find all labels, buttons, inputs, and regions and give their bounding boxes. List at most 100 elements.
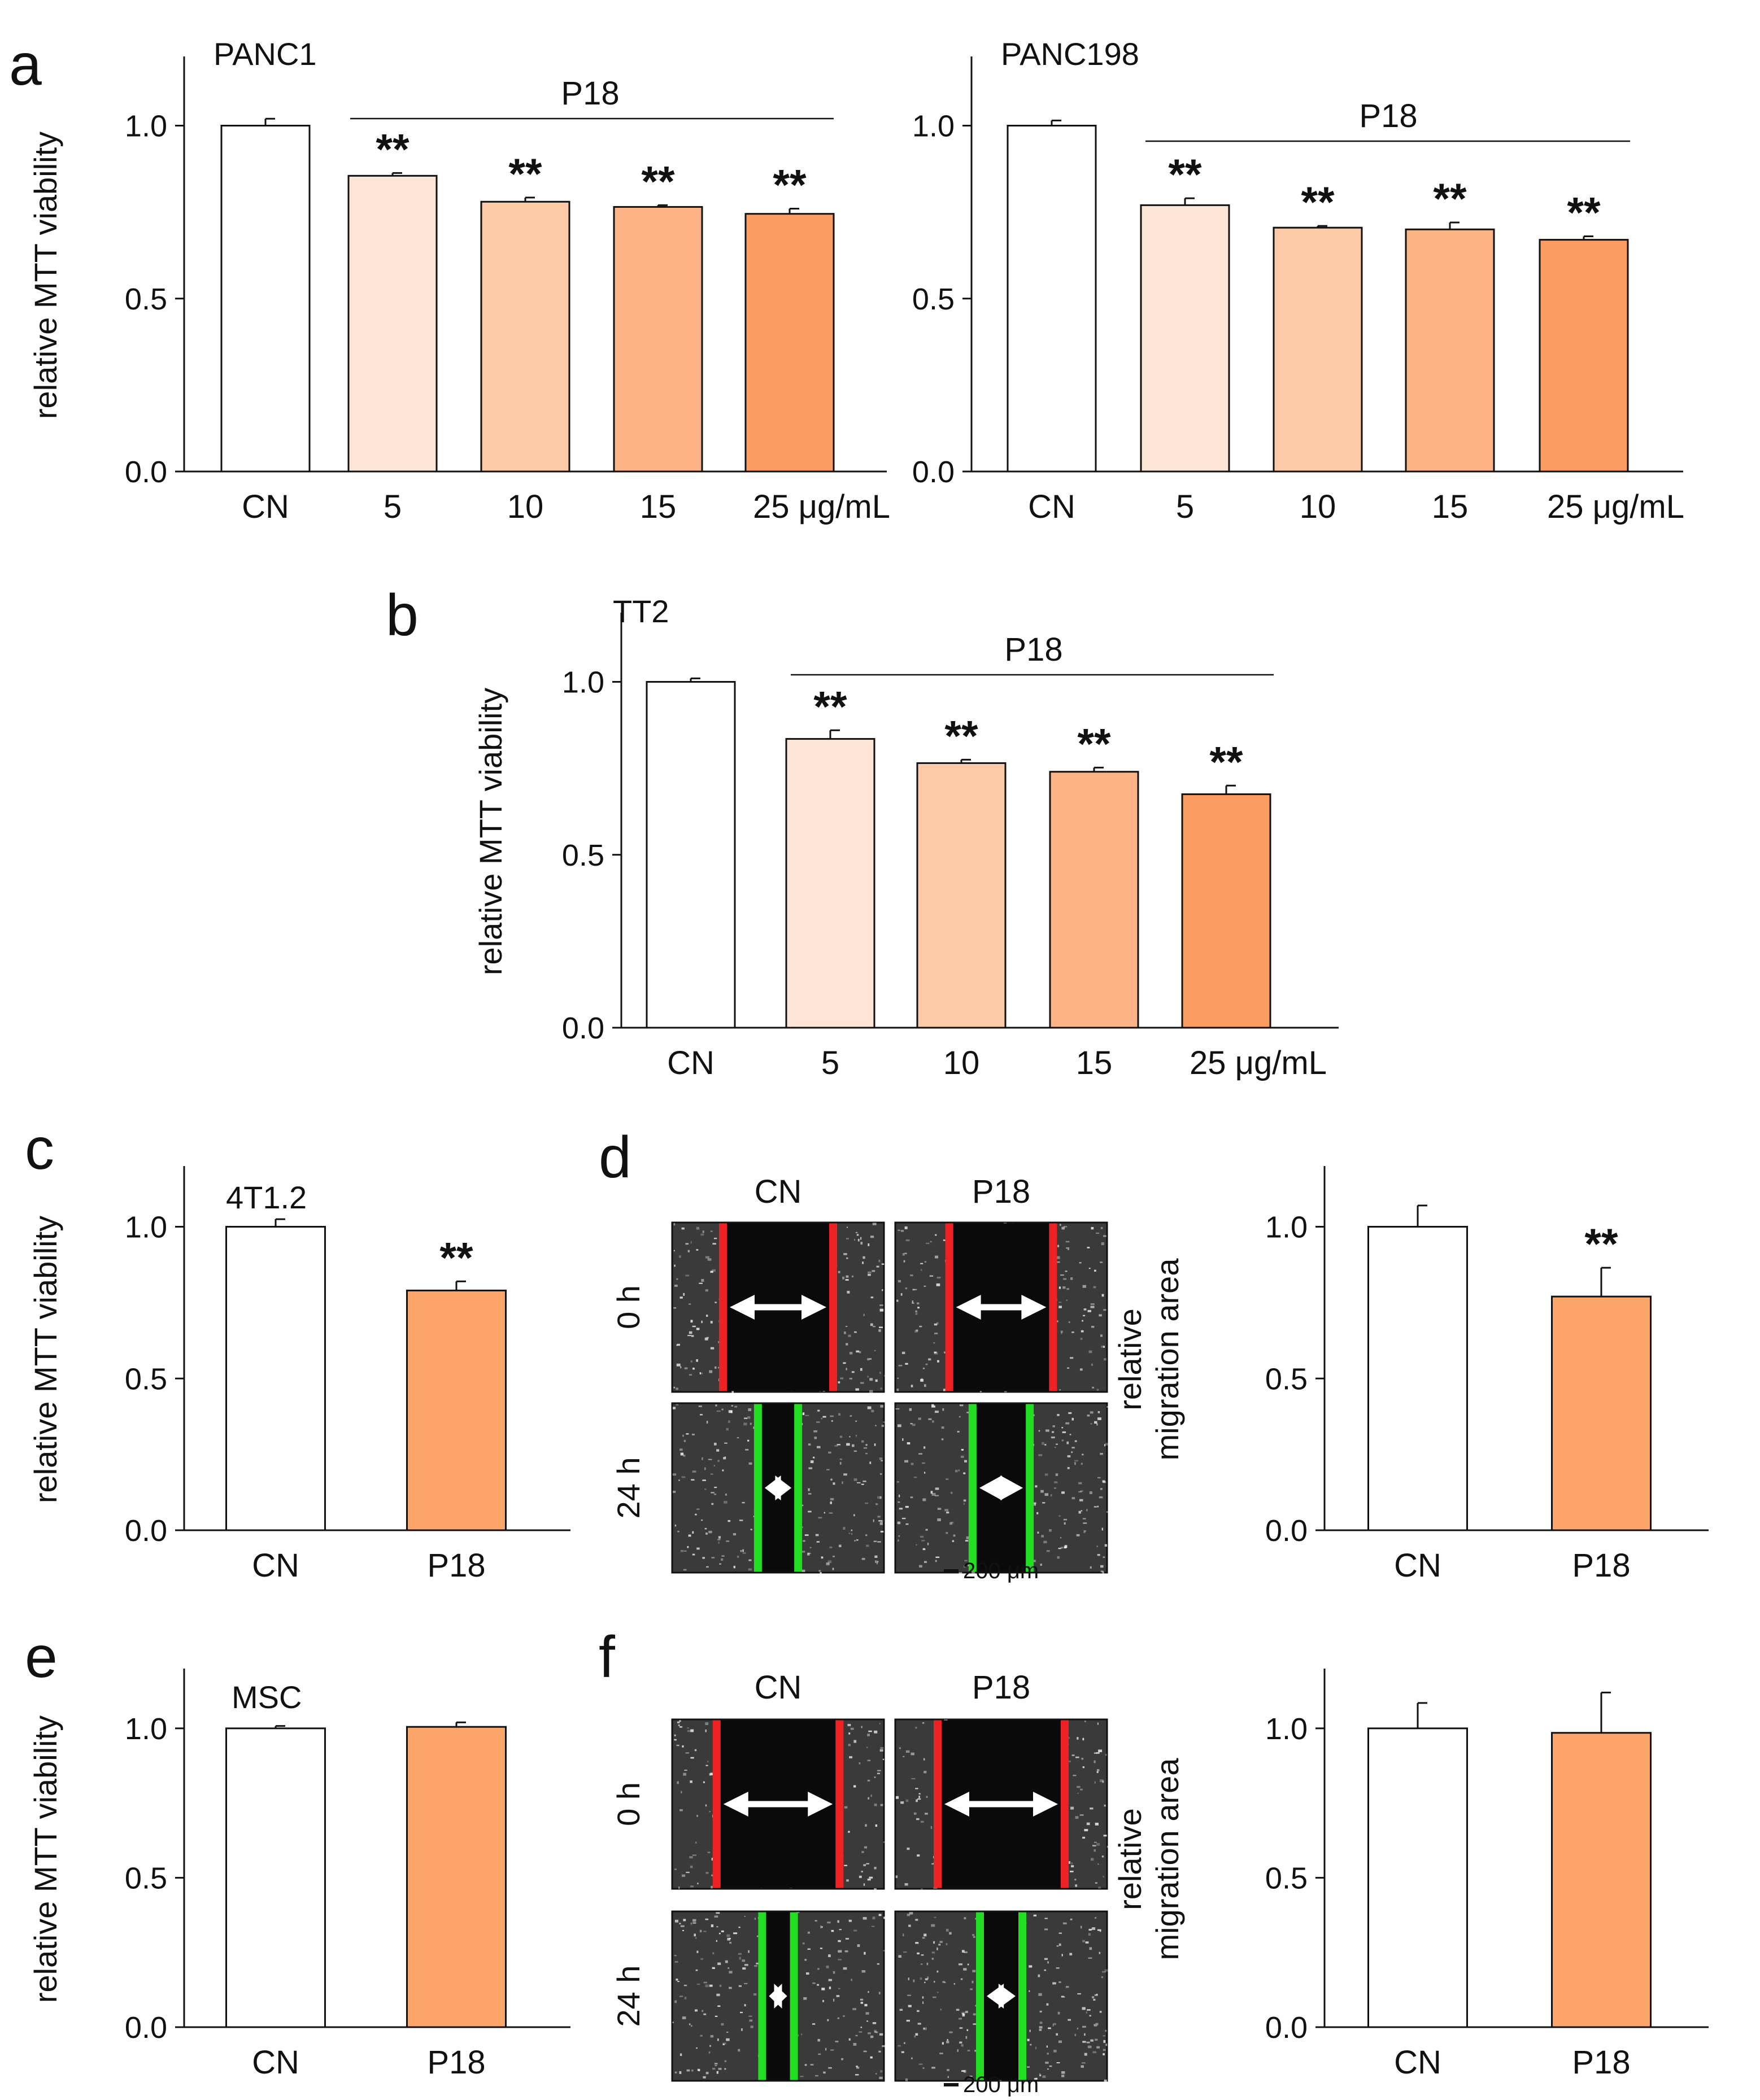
- cell-speckle: [742, 1549, 743, 1552]
- cell-speckle: [1094, 2024, 1095, 2025]
- cell-speckle: [704, 1982, 707, 1984]
- cell-speckle: [808, 1553, 811, 1554]
- cell-speckle: [1103, 1481, 1105, 1483]
- cell-speckle: [677, 1344, 680, 1346]
- cell-speckle: [1070, 1277, 1073, 1280]
- cell-speckle: [865, 1503, 868, 1504]
- cell-speckle: [1082, 2041, 1086, 2042]
- column-label: P18: [972, 1173, 1030, 1210]
- cell-speckle: [959, 2041, 962, 2044]
- cell-speckle: [673, 1223, 675, 1225]
- cell-speckle: [898, 1424, 901, 1427]
- cell-speckle: [856, 1539, 858, 1541]
- cell-speckle: [909, 1408, 912, 1411]
- cell-speckle: [1094, 1761, 1095, 1763]
- cell-speckle: [712, 1243, 716, 1245]
- cell-speckle: [1045, 2062, 1048, 2064]
- cell-speckle: [868, 1731, 872, 1732]
- cell-speckle: [1100, 1334, 1103, 1337]
- micrograph: [672, 1911, 887, 2081]
- scale-bar-label: 200 μm: [963, 2072, 1039, 2097]
- cell-speckle: [1090, 1947, 1092, 1950]
- cell-speckle: [897, 1389, 899, 1391]
- cell-speckle: [1039, 1430, 1040, 1432]
- chart-5: 0.00.51.0CN**P18relativemigration area: [1112, 1166, 1709, 1584]
- panel-letter: f: [599, 1625, 616, 1690]
- bar: [1050, 772, 1138, 1028]
- cell-speckle: [846, 1279, 849, 1281]
- cell-speckle: [1103, 1309, 1106, 1311]
- cell-speckle: [917, 1953, 920, 1954]
- cell-speckle: [1097, 1389, 1099, 1391]
- cell-speckle: [683, 1773, 686, 1776]
- cell-speckle: [865, 1453, 868, 1454]
- cell-speckle: [1057, 1556, 1060, 1559]
- cell-speckle: [854, 1540, 856, 1541]
- cell-speckle: [940, 1941, 943, 1943]
- cell-speckle: [883, 1950, 886, 1951]
- cell-speckle: [684, 1440, 686, 1442]
- cell-speckle: [833, 1999, 834, 2002]
- cell-speckle: [847, 1291, 849, 1294]
- cell-speckle: [1062, 1439, 1064, 1441]
- cell-speckle: [709, 1985, 713, 1987]
- cell-speckle: [918, 1418, 921, 1420]
- cell-speckle: [1084, 1721, 1086, 1722]
- cell-speckle: [679, 1923, 681, 1924]
- cell-speckle: [1068, 1412, 1071, 1414]
- x-tick-label: 10: [1300, 488, 1336, 525]
- cell-speckle: [852, 1371, 855, 1373]
- cell-speckle: [677, 1981, 679, 1982]
- cell-speckle: [881, 1460, 883, 1461]
- cell-speckle: [934, 1352, 938, 1355]
- cell-speckle: [686, 1872, 689, 1873]
- cell-speckle: [934, 1917, 936, 1918]
- cell-speckle: [854, 1239, 855, 1241]
- wound-edge-line: [829, 1224, 837, 1391]
- cell-speckle: [1044, 1970, 1045, 1971]
- cell-speckle: [970, 1988, 973, 1990]
- cell-speckle: [833, 1971, 835, 1974]
- cell-speckle: [1039, 2073, 1040, 2074]
- cell-speckle: [708, 1852, 711, 1853]
- cell-speckle: [716, 1940, 717, 1942]
- cell-speckle: [722, 1469, 724, 1471]
- cell-speckle: [883, 1759, 884, 1761]
- cell-speckle: [754, 1965, 757, 1967]
- cell-speckle: [682, 1930, 684, 1931]
- cell-speckle: [1064, 1226, 1067, 1228]
- cell-speckle: [877, 1542, 881, 1543]
- cell-speckle: [964, 1503, 965, 1504]
- cell-speckle: [899, 1508, 903, 1509]
- cell-speckle: [1092, 1996, 1094, 1998]
- cell-speckle: [1103, 1876, 1104, 1878]
- cell-speckle: [833, 1482, 835, 1485]
- cell-speckle: [933, 1997, 936, 1998]
- cell-speckle: [743, 1422, 747, 1425]
- cell-speckle: [936, 1283, 940, 1286]
- cell-speckle: [1047, 2046, 1048, 2048]
- cell-speckle: [882, 2045, 885, 2047]
- cell-speckle: [879, 1723, 881, 1724]
- cell-speckle: [875, 2073, 877, 2074]
- cell-speckle: [697, 1883, 698, 1884]
- panel-letter: b: [386, 583, 419, 648]
- cell-speckle: [679, 1448, 683, 1451]
- cell-speckle: [739, 1957, 741, 1960]
- cell-speckle: [1063, 1923, 1067, 1924]
- cell-speckle: [1084, 2053, 1087, 2056]
- cell-speckle: [905, 1883, 908, 1885]
- x-tick-label: CN: [1394, 2044, 1441, 2081]
- cell-speckle: [856, 1435, 857, 1437]
- cell-speckle: [813, 1430, 817, 1433]
- cell-speckle: [717, 1539, 720, 1540]
- cell-speckle: [817, 1446, 821, 1448]
- panel-letter: a: [9, 32, 42, 98]
- cell-speckle: [1095, 1882, 1097, 1884]
- wound-edge-line: [719, 1224, 727, 1391]
- cell-speckle: [866, 1863, 869, 1865]
- y-tick-label: 0.0: [125, 455, 167, 489]
- svg-text:relativemigration area: relativemigration area: [1112, 1258, 1185, 1461]
- cell-speckle: [699, 2070, 700, 2071]
- cell-speckle: [729, 1987, 732, 1989]
